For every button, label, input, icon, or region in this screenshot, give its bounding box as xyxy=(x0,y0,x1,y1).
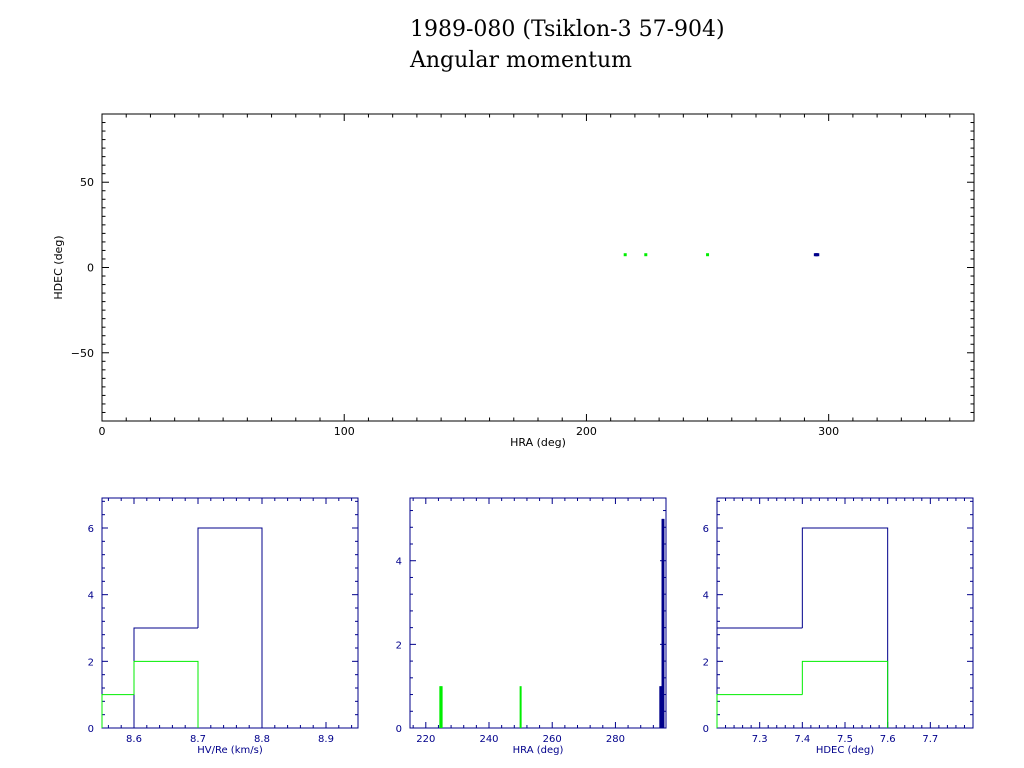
y-tick-label: 0 xyxy=(88,724,94,735)
x-tick-label: 8.8 xyxy=(254,734,270,745)
y-tick-label: −50 xyxy=(71,347,94,360)
y-tick-label: 0 xyxy=(703,724,709,735)
histogram-bin xyxy=(101,694,134,728)
y-tick-label: 2 xyxy=(396,640,402,651)
x-tick-label: 7.5 xyxy=(837,734,853,745)
chart-subtitle: Angular momentum xyxy=(410,48,632,73)
plot-frame xyxy=(101,113,975,422)
y-tick-label: 0 xyxy=(396,724,402,735)
hdec-histogram-panel: 7.3 7.4 7.5 7.6 7.7 0 2 4 6 HDEC (deg) xyxy=(703,497,974,756)
x-axis-label: HV/Re (km/s) xyxy=(197,745,263,756)
plot-frame xyxy=(101,497,359,729)
y-tick-label: 4 xyxy=(703,591,709,602)
x-tick-label: 220 xyxy=(416,734,435,745)
histogram-bin xyxy=(716,627,803,728)
chart-title: 1989-080 (Tsiklon-3 57-904) xyxy=(410,17,725,42)
y-tick-label: 2 xyxy=(88,657,94,668)
data-point xyxy=(706,253,710,257)
plot-frame xyxy=(716,497,974,729)
histogram-bin xyxy=(716,694,803,728)
y-axis-label: HDEC (deg) xyxy=(52,235,65,299)
histogram-bin xyxy=(133,660,199,728)
x-tick-label: 7.7 xyxy=(922,734,938,745)
x-tick-label: 8.7 xyxy=(190,734,206,745)
y-tick-label: 6 xyxy=(703,524,709,535)
plot-frame xyxy=(409,497,667,729)
x-tick-label: 260 xyxy=(543,734,562,745)
x-tick-label: 7.4 xyxy=(794,734,810,745)
y-tick-label: 50 xyxy=(80,176,94,189)
velocity-histogram-panel: 8.6 8.7 8.8 8.9 0 2 4 6 HV/Re (km/s) xyxy=(88,497,359,756)
x-tick-label: 7.6 xyxy=(880,734,896,745)
data-point xyxy=(816,253,820,257)
title-block: 1989-080 (Tsiklon-3 57-904) Angular mome… xyxy=(410,14,1010,76)
data-point xyxy=(623,253,627,257)
x-tick-label: 8.6 xyxy=(126,734,142,745)
data-point xyxy=(644,253,648,257)
x-axis-label: HDEC (deg) xyxy=(816,745,874,756)
y-tick-label: 4 xyxy=(396,557,402,568)
y-tick-label: 0 xyxy=(87,262,94,275)
histogram-bin xyxy=(801,660,889,728)
x-axis-label: HRA (deg) xyxy=(513,745,564,756)
histogram-bin xyxy=(197,527,263,728)
x-tick-label: 300 xyxy=(818,425,839,438)
x-tick-label: 280 xyxy=(606,734,625,745)
x-tick-label: 100 xyxy=(334,425,355,438)
histogram-bin xyxy=(133,627,198,728)
x-tick-label: 0 xyxy=(99,425,106,438)
hra-histogram-panel: 220 240 260 280 0 2 4 HRA (deg) xyxy=(396,497,667,756)
x-tick-label: 200 xyxy=(576,425,597,438)
y-tick-label: 2 xyxy=(703,657,709,668)
x-axis-label: HRA (deg) xyxy=(510,436,566,449)
y-tick-label: 6 xyxy=(88,524,94,535)
x-tick-label: 240 xyxy=(479,734,498,745)
sky-map-panel: 0 100 200 300 −50 0 50 HRA (deg) HDEC (deg) xyxy=(52,113,975,449)
y-tick-label: 4 xyxy=(88,591,94,602)
x-tick-label: 8.9 xyxy=(318,734,334,745)
histogram-bin xyxy=(801,527,889,728)
x-tick-label: 7.3 xyxy=(752,734,768,745)
